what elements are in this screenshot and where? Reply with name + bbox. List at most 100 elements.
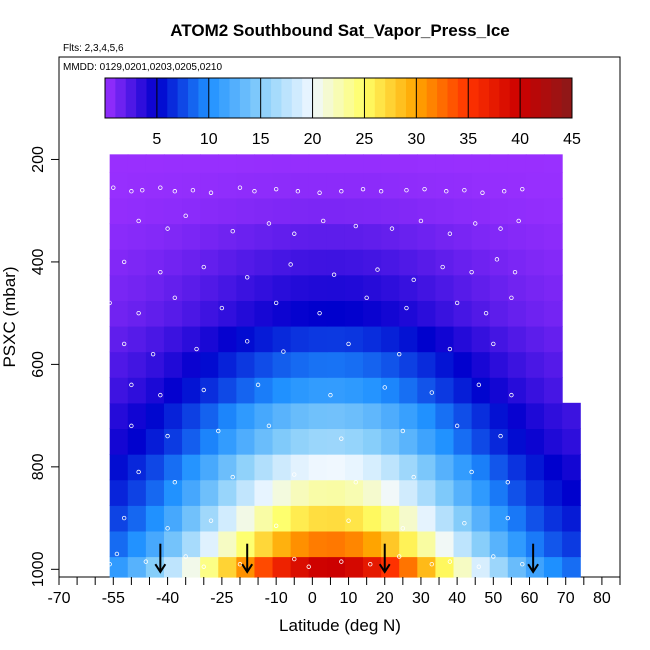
heat-cell bbox=[525, 249, 545, 276]
heat-cell bbox=[363, 325, 382, 353]
heat-cell bbox=[218, 172, 237, 199]
cloud-point bbox=[158, 269, 163, 275]
flights-note: Flts: 2,3,4,5,6 bbox=[63, 43, 124, 54]
colorbar-cell bbox=[509, 78, 521, 118]
heat-cell bbox=[182, 274, 201, 301]
cloud-point bbox=[491, 341, 496, 347]
cloud-point bbox=[245, 275, 250, 280]
colorbar-cell bbox=[239, 78, 251, 118]
colorbar-cell bbox=[520, 78, 531, 118]
heat-cell bbox=[344, 402, 364, 430]
y-tick-label: 400 bbox=[30, 248, 47, 275]
heat-cell bbox=[525, 402, 545, 430]
heat-cell bbox=[127, 274, 147, 301]
cloud-point bbox=[328, 392, 333, 398]
heat-cell bbox=[489, 530, 509, 558]
cloud-point bbox=[509, 295, 514, 300]
cloud-point bbox=[454, 423, 460, 429]
heat-cell bbox=[471, 454, 491, 481]
heat-cell bbox=[290, 556, 310, 578]
cloud-point bbox=[368, 561, 373, 567]
heat-cell bbox=[543, 197, 563, 225]
cloud-point bbox=[501, 189, 507, 194]
x-tick-label: -25 bbox=[210, 590, 233, 607]
heat-cell bbox=[272, 197, 292, 225]
cloud-point bbox=[216, 428, 221, 434]
heat-cell bbox=[435, 479, 455, 506]
heat-cell bbox=[525, 351, 545, 378]
heat-cell bbox=[363, 172, 382, 199]
heat-cell bbox=[417, 556, 437, 578]
cloud-point bbox=[237, 185, 243, 190]
heat-cell bbox=[435, 172, 455, 199]
heat-cell bbox=[417, 249, 437, 276]
heat-cell bbox=[308, 223, 328, 250]
heat-cell bbox=[543, 249, 563, 276]
heat-cell bbox=[218, 454, 237, 481]
heat-cell bbox=[344, 479, 364, 506]
heat-cell bbox=[290, 249, 310, 276]
heat-cell bbox=[254, 223, 274, 250]
heat-cell bbox=[399, 325, 418, 353]
heat-cell bbox=[308, 377, 328, 404]
heat-cell bbox=[254, 505, 274, 532]
heat-cell bbox=[308, 530, 328, 558]
cloud-point bbox=[447, 346, 453, 352]
heat-cell bbox=[399, 300, 418, 327]
heat-cell bbox=[471, 300, 491, 327]
heat-cell bbox=[363, 556, 382, 578]
heat-cell bbox=[399, 223, 418, 250]
heat-cell bbox=[145, 454, 165, 481]
heat-cell bbox=[109, 154, 129, 173]
heat-cell bbox=[471, 223, 491, 250]
heat-cell bbox=[236, 172, 256, 199]
cloud-point bbox=[512, 269, 518, 275]
cloud-point bbox=[473, 221, 478, 226]
heat-cell bbox=[163, 325, 183, 353]
x-axis: -70 -55 -40 -25 -10 0 10 20 30 40 50 60 70 80 bbox=[47, 577, 621, 607]
heat-cell bbox=[236, 530, 256, 558]
heat-cell bbox=[218, 505, 237, 532]
heat-cell bbox=[525, 479, 545, 506]
x-tick-label: 70 bbox=[557, 590, 575, 607]
cloud-point bbox=[201, 387, 206, 393]
heat-cell bbox=[200, 223, 219, 250]
colorbar-cell bbox=[208, 78, 220, 118]
heat-cell bbox=[109, 556, 129, 578]
heat-cell bbox=[543, 300, 563, 327]
heat-cell bbox=[435, 505, 455, 532]
heat-cell bbox=[326, 377, 346, 404]
heat-cell bbox=[543, 172, 563, 199]
heat-cell bbox=[381, 530, 400, 558]
heat-cell bbox=[381, 325, 400, 353]
heat-cell bbox=[543, 377, 563, 404]
cloud-point bbox=[136, 310, 141, 316]
x-tick-label: 0 bbox=[308, 590, 317, 607]
heat-cell bbox=[344, 454, 364, 481]
heat-cell bbox=[145, 274, 165, 301]
heat-cell bbox=[543, 530, 563, 558]
heat-cell bbox=[182, 479, 201, 506]
cloud-point bbox=[498, 433, 503, 439]
cloud-point bbox=[483, 310, 489, 316]
heat-cell bbox=[163, 249, 183, 276]
colorbar-cell bbox=[530, 78, 542, 118]
flight-start-arrow bbox=[527, 543, 539, 574]
cloud-point bbox=[378, 189, 384, 194]
heat-cell bbox=[562, 530, 581, 558]
heat-cell bbox=[435, 428, 455, 455]
heat-cell bbox=[399, 377, 418, 404]
cloud-point bbox=[136, 469, 141, 475]
heat-cell bbox=[182, 300, 201, 327]
heat-cell bbox=[489, 154, 509, 173]
heat-cell bbox=[381, 505, 400, 532]
heat-cell bbox=[272, 300, 292, 327]
heat-cell bbox=[489, 300, 509, 327]
heat-cell bbox=[272, 402, 292, 430]
colorbar-cell bbox=[136, 78, 148, 118]
x-tick-label: 50 bbox=[484, 590, 502, 607]
heat-cell bbox=[507, 300, 527, 327]
heat-cell bbox=[344, 325, 364, 353]
colorbar-tick-label: 15 bbox=[252, 131, 270, 148]
cloud-point bbox=[165, 226, 170, 231]
